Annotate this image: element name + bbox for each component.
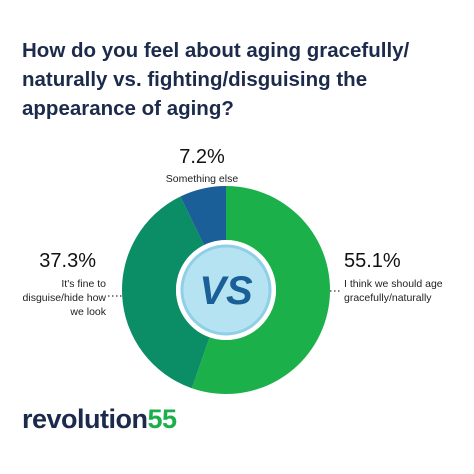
logo-text: revolution <box>22 404 148 434</box>
pie-slice <box>180 186 226 246</box>
center-label: VS <box>199 269 253 313</box>
category-label: I think we should age gracefully/natural… <box>344 278 443 304</box>
value-label: 37.3% <box>39 250 96 272</box>
pie-slice <box>191 186 331 395</box>
logo: revolution55 <box>22 404 177 435</box>
category-label: Something else <box>165 173 239 185</box>
chart-title: How do you feel about aging gracefully/ … <box>22 39 410 120</box>
value-label: 55.1% <box>344 250 401 272</box>
logo-number: 55 <box>147 404 178 434</box>
pie-slice <box>122 196 210 389</box>
center-badge <box>180 244 272 336</box>
value-label: 7.2% <box>179 146 225 168</box>
category-label: It's fine to disguise/hide how we look <box>22 278 106 318</box>
